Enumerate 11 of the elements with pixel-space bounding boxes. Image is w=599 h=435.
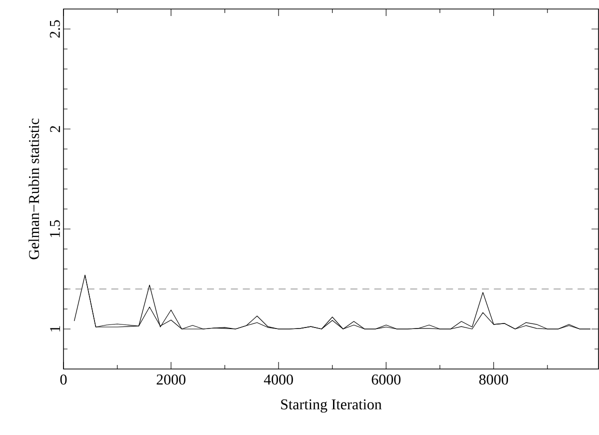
x-tick-label: 8000 bbox=[479, 374, 508, 385]
y-tick-label: 1.5 bbox=[50, 220, 60, 238]
y-tick-label: 2.5 bbox=[50, 20, 60, 38]
x-tick-label: 0 bbox=[60, 374, 67, 385]
y-tick-label: 1 bbox=[50, 326, 60, 332]
x-tick-label: 2000 bbox=[156, 374, 186, 385]
x-tick-label: 4000 bbox=[264, 374, 293, 385]
x-tick-label: 6000 bbox=[372, 374, 400, 385]
y-tick-label: 2 bbox=[50, 126, 60, 132]
x-axis-title: Starting Iteration bbox=[281, 399, 382, 413]
y-axis-title: Gelman−Rubin statistic bbox=[28, 118, 40, 260]
